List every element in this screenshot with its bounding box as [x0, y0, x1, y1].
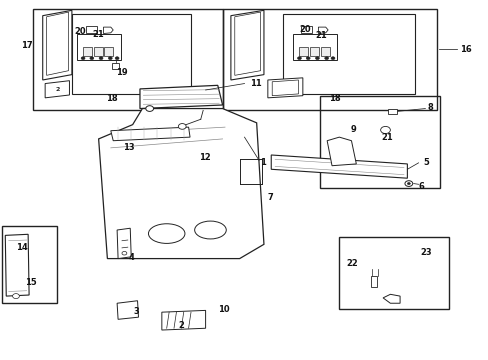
- Bar: [94, 48, 102, 57]
- Circle shape: [108, 57, 112, 60]
- Text: 15: 15: [24, 278, 37, 287]
- Circle shape: [90, 57, 94, 60]
- Text: 5: 5: [423, 158, 428, 167]
- Text: 21: 21: [380, 132, 392, 141]
- Bar: [309, 48, 318, 57]
- Polygon shape: [162, 310, 205, 330]
- Polygon shape: [140, 85, 222, 109]
- Text: 21: 21: [315, 31, 326, 40]
- Bar: [339, 237, 448, 309]
- Bar: [72, 14, 191, 94]
- Circle shape: [305, 57, 309, 60]
- Text: 10: 10: [218, 305, 229, 314]
- Polygon shape: [117, 301, 138, 319]
- Circle shape: [81, 57, 85, 60]
- Text: 17: 17: [21, 41, 32, 50]
- Circle shape: [330, 57, 334, 60]
- Text: 14: 14: [16, 243, 28, 252]
- Text: 4: 4: [128, 253, 134, 262]
- Bar: [222, 9, 436, 111]
- Polygon shape: [42, 10, 72, 80]
- Polygon shape: [318, 27, 327, 33]
- Circle shape: [315, 57, 319, 60]
- Polygon shape: [234, 12, 260, 75]
- Polygon shape: [292, 34, 336, 60]
- Text: 9: 9: [350, 125, 356, 134]
- Circle shape: [145, 106, 153, 111]
- Bar: [33, 9, 222, 111]
- Bar: [319, 96, 440, 188]
- Bar: [387, 109, 396, 114]
- Polygon shape: [272, 80, 298, 96]
- Text: 8: 8: [427, 103, 432, 112]
- Polygon shape: [230, 10, 264, 80]
- Text: 1: 1: [260, 158, 265, 167]
- Polygon shape: [99, 109, 264, 258]
- Circle shape: [115, 57, 119, 60]
- Text: 2: 2: [55, 87, 60, 92]
- Bar: [104, 48, 113, 57]
- Text: 20: 20: [299, 26, 310, 35]
- Text: 13: 13: [122, 143, 134, 152]
- Polygon shape: [382, 294, 399, 303]
- Circle shape: [324, 57, 328, 60]
- Polygon shape: [267, 78, 302, 98]
- Circle shape: [99, 57, 103, 60]
- Bar: [283, 14, 414, 94]
- Polygon shape: [326, 137, 356, 166]
- Polygon shape: [111, 127, 190, 141]
- Bar: [112, 63, 119, 69]
- Circle shape: [297, 57, 301, 60]
- Bar: [86, 26, 97, 33]
- Circle shape: [122, 251, 126, 255]
- Bar: [299, 48, 307, 57]
- Polygon shape: [103, 27, 113, 33]
- Bar: [320, 48, 329, 57]
- Polygon shape: [77, 34, 120, 60]
- Text: 6: 6: [418, 181, 424, 190]
- Bar: [83, 48, 92, 57]
- Text: 16: 16: [459, 45, 470, 54]
- Bar: [370, 276, 376, 287]
- Text: 22: 22: [346, 259, 358, 268]
- Text: 2: 2: [178, 320, 184, 329]
- Polygon shape: [45, 81, 69, 98]
- Text: 21: 21: [93, 30, 104, 39]
- Text: 18: 18: [328, 94, 340, 103]
- Circle shape: [380, 126, 389, 134]
- Ellipse shape: [148, 224, 184, 243]
- Text: 12: 12: [198, 153, 210, 162]
- Text: 19: 19: [116, 68, 127, 77]
- Bar: [2, 226, 57, 303]
- Polygon shape: [117, 228, 131, 258]
- Circle shape: [404, 181, 412, 186]
- Polygon shape: [5, 234, 29, 296]
- Text: 7: 7: [267, 193, 273, 202]
- Polygon shape: [271, 155, 407, 178]
- Circle shape: [13, 294, 20, 298]
- Text: 11: 11: [250, 79, 262, 88]
- Bar: [301, 26, 311, 33]
- Circle shape: [178, 123, 186, 129]
- Circle shape: [407, 183, 409, 185]
- Ellipse shape: [194, 221, 226, 239]
- Text: 23: 23: [419, 248, 431, 257]
- Polygon shape: [46, 12, 68, 75]
- Text: 20: 20: [74, 27, 86, 36]
- Text: 18: 18: [106, 94, 118, 103]
- Text: 3: 3: [133, 307, 139, 316]
